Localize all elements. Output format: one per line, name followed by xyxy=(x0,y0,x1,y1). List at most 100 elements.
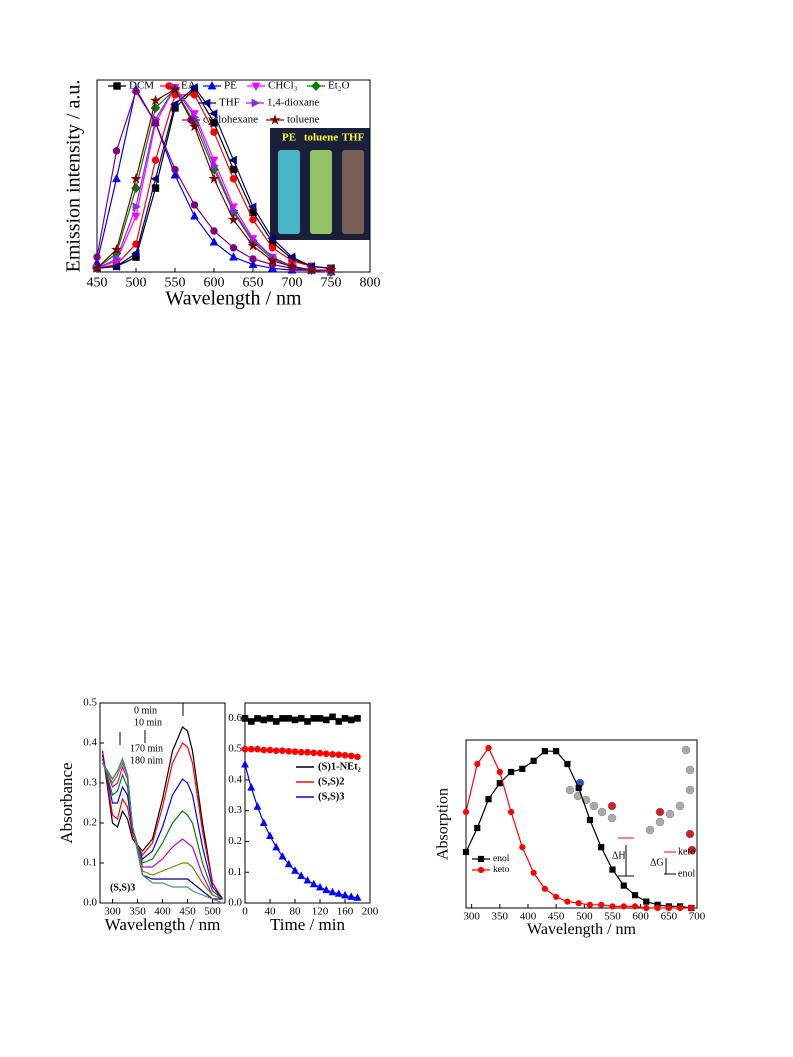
plot-frame xyxy=(465,739,698,909)
marker xyxy=(631,903,639,910)
marker xyxy=(304,748,311,756)
legend-label: (S)1-NEt₂ xyxy=(318,761,361,772)
x-tick-label: 80 xyxy=(290,905,302,917)
legend-label: CHCl₃ xyxy=(268,80,298,92)
x-tick-label: 300 xyxy=(104,905,121,917)
marker xyxy=(485,796,492,803)
marker xyxy=(631,892,639,899)
marker xyxy=(329,751,336,758)
marker xyxy=(209,237,219,246)
marker xyxy=(229,175,238,183)
marker xyxy=(151,119,160,127)
marker xyxy=(609,866,616,873)
annotation: ΔG xyxy=(650,857,664,868)
marker xyxy=(334,889,343,897)
marker xyxy=(248,259,258,268)
x-tick-label: 40 xyxy=(265,905,277,917)
x-axis-label: Wavelength / nm xyxy=(165,288,302,310)
y-tick-label: 0.4 xyxy=(83,737,97,749)
marker xyxy=(251,82,261,91)
x-tick-label: 350 xyxy=(129,905,146,917)
annotation: keto xyxy=(678,846,695,857)
marker xyxy=(285,748,293,755)
marker xyxy=(310,715,318,722)
marker xyxy=(170,170,180,179)
marker xyxy=(507,808,515,816)
x-tick-label: 800 xyxy=(360,275,381,290)
marker xyxy=(291,748,299,755)
marker xyxy=(304,718,311,725)
marker xyxy=(151,184,160,192)
marker xyxy=(112,173,121,183)
vial xyxy=(310,150,332,234)
marker xyxy=(341,890,349,899)
legend-label: keto xyxy=(493,865,510,875)
y-tick-label: 0.4 xyxy=(228,773,242,785)
marker xyxy=(253,802,262,810)
x-axis-label: Time / min xyxy=(270,915,345,934)
y-tick-label: 0.1 xyxy=(83,857,97,869)
marker xyxy=(316,882,324,891)
marker xyxy=(113,254,122,264)
marker xyxy=(113,82,121,90)
marker xyxy=(575,784,582,792)
marker xyxy=(254,715,261,722)
marker xyxy=(309,879,318,888)
marker xyxy=(347,752,355,760)
x-tick-label: 160 xyxy=(337,905,354,917)
x-tick-label: 650 xyxy=(661,910,678,922)
marker xyxy=(325,264,337,275)
x-tick-label: 300 xyxy=(463,910,480,922)
marker xyxy=(676,904,684,912)
marker xyxy=(530,757,537,764)
y-tick-label: 0.3 xyxy=(83,777,97,789)
annotation: enol xyxy=(678,868,695,879)
marker xyxy=(316,715,324,722)
marker xyxy=(477,866,485,874)
annotation: 10 min xyxy=(134,717,162,728)
marker xyxy=(111,243,122,255)
marker xyxy=(541,885,548,892)
y-axis-label: Emission intensity / a.u. xyxy=(63,80,85,273)
marker xyxy=(598,844,605,851)
marker xyxy=(341,752,349,759)
marker xyxy=(272,718,280,725)
marker xyxy=(251,98,260,108)
marker xyxy=(112,147,121,155)
plot-frame xyxy=(244,702,371,904)
marker xyxy=(131,249,140,258)
marker xyxy=(291,716,299,724)
marker xyxy=(207,81,217,90)
marker xyxy=(643,898,650,905)
legend-label: (S,S)2 xyxy=(318,776,345,787)
marker xyxy=(260,746,268,754)
y-axis-label: Absorbance xyxy=(57,762,76,843)
marker xyxy=(564,760,571,768)
annotation: (S,S)3 xyxy=(110,882,135,893)
marker xyxy=(322,885,331,894)
marker xyxy=(272,842,281,851)
marker xyxy=(210,227,218,235)
marker xyxy=(266,746,274,754)
series-line xyxy=(101,742,224,900)
series-line xyxy=(101,757,223,904)
series-line xyxy=(101,761,223,900)
annotation: 0 min xyxy=(134,705,157,716)
x-tick-label: 120 xyxy=(312,905,329,917)
x-tick-label: 500 xyxy=(576,910,593,922)
marker xyxy=(254,745,261,753)
marker xyxy=(247,718,255,725)
marker xyxy=(286,260,298,272)
marker xyxy=(353,893,362,901)
marker xyxy=(291,866,299,874)
marker xyxy=(474,824,481,832)
y-tick-label: 0.5 xyxy=(83,697,97,709)
marker xyxy=(322,750,330,758)
marker xyxy=(229,244,238,252)
x-tick-label: 0 xyxy=(242,905,248,917)
marker xyxy=(190,201,199,209)
marker xyxy=(150,94,161,106)
vial xyxy=(278,150,300,234)
x-tick-label: 200 xyxy=(362,905,379,917)
legend-label: cyclohexane xyxy=(203,114,258,126)
